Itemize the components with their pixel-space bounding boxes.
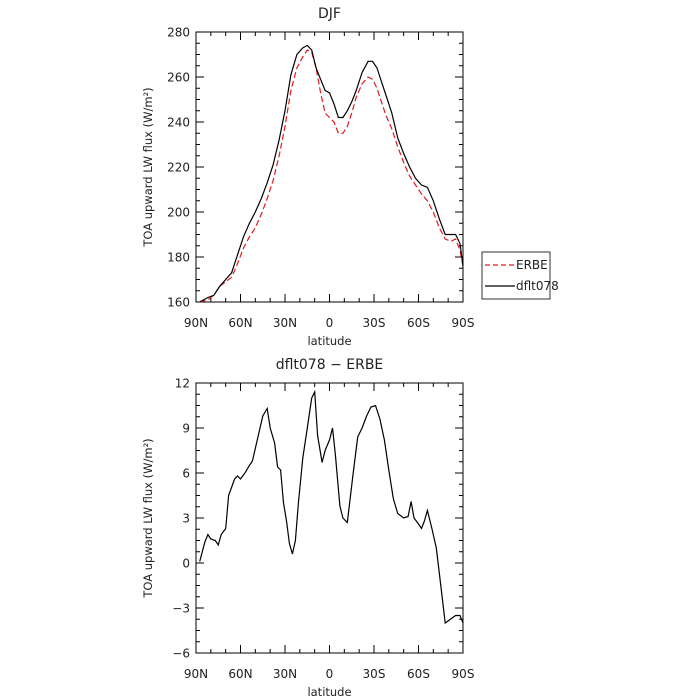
x-tick-label: 30S: [363, 667, 386, 681]
x-tick-label: 90N: [184, 667, 208, 681]
y-tick-label: 6: [182, 467, 190, 481]
x-tick-label: 90N: [184, 316, 208, 330]
x-axis-label: latitude: [307, 334, 351, 348]
x-tick-label: 60S: [407, 316, 430, 330]
chart-title: dflt078 − ERBE: [276, 357, 384, 373]
y-axis-label: TOA upward LW flux (W/m²): [141, 438, 155, 598]
y-tick-label: 3: [182, 512, 190, 526]
x-tick-label: 0: [326, 667, 334, 681]
x-tick-label: 90S: [452, 667, 475, 681]
y-tick-label: 200: [167, 206, 190, 220]
x-axis-label: latitude: [307, 685, 351, 699]
y-tick-label: 260: [167, 71, 190, 85]
y-tick-label: 9: [182, 422, 190, 436]
y-tick-label: 240: [167, 116, 190, 130]
y-tick-label: −3: [172, 602, 190, 616]
y-tick-label: 280: [167, 26, 190, 40]
x-tick-label: 30N: [273, 316, 297, 330]
top-panel: DJF 90N 60N 30N 0 30S 60S 90S 160 180 200 220 240 260…: [141, 6, 559, 348]
x-tick-label: 0: [326, 316, 334, 330]
y-tick-label: −6: [172, 647, 190, 661]
y-axis-label: TOA upward LW flux (W/m²): [141, 87, 155, 247]
legend-label: ERBE: [516, 258, 548, 272]
series-line-erbe: [199, 49, 464, 303]
y-tick-label: 160: [167, 296, 190, 310]
series-line-dflt078: [199, 44, 464, 303]
chart-title: DJF: [318, 6, 341, 22]
y-tick-label: 220: [167, 161, 190, 175]
plot-frame: [195, 382, 464, 654]
x-tick-label: 30N: [273, 667, 297, 681]
x-tick-label: 60S: [407, 667, 430, 681]
y-tick-label: 12: [175, 377, 190, 391]
x-tick-label: 90S: [452, 316, 475, 330]
x-tick-label: 60N: [228, 667, 252, 681]
y-tick-label: 0: [182, 557, 190, 571]
legend-label: dflt078: [516, 279, 559, 293]
bottom-panel: dflt078 − ERBE 90N 60N 30N 0 30S 60S 90S −6 −3 0 3 6…: [141, 357, 474, 699]
series-line-difference: [199, 389, 464, 625]
plot-frame: [195, 31, 464, 303]
x-tick-label: 60N: [228, 316, 252, 330]
legend-box: [481, 251, 551, 300]
y-tick-label: 180: [167, 251, 190, 265]
x-tick-label: 30S: [363, 316, 386, 330]
